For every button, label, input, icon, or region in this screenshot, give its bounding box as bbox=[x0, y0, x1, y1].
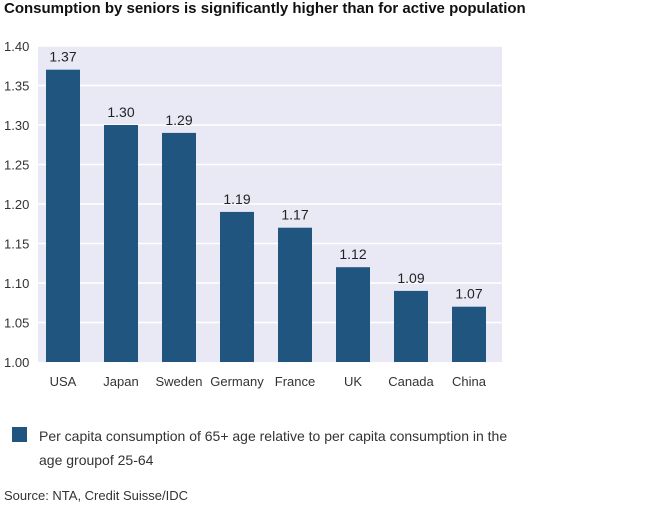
y-tick-label: 1.05 bbox=[4, 316, 29, 331]
value-label: 1.19 bbox=[223, 191, 250, 207]
value-label: 1.37 bbox=[49, 49, 76, 65]
value-label: 1.30 bbox=[107, 104, 134, 120]
x-tick-label: Canada bbox=[388, 374, 434, 389]
bar bbox=[46, 69, 80, 362]
bar bbox=[104, 125, 138, 362]
x-tick-label: UK bbox=[344, 374, 362, 389]
value-label: 1.09 bbox=[397, 270, 424, 286]
y-tick-label: 1.20 bbox=[4, 197, 29, 212]
legend: Per capita consumption of 65+ age relati… bbox=[12, 424, 512, 472]
value-label: 1.17 bbox=[281, 207, 308, 223]
value-label: 1.29 bbox=[165, 112, 192, 128]
x-tick-label: Japan bbox=[103, 374, 138, 389]
x-tick-label: USA bbox=[50, 374, 77, 389]
y-tick-label: 1.00 bbox=[4, 355, 29, 370]
chart-title: Consumption by seniors is significantly … bbox=[4, 0, 526, 17]
bar bbox=[162, 132, 196, 362]
x-tick-label: France bbox=[275, 374, 315, 389]
y-tick-label: 1.10 bbox=[4, 276, 29, 291]
value-label: 1.12 bbox=[339, 246, 366, 262]
x-tick-label: China bbox=[452, 374, 487, 389]
y-tick-label: 1.15 bbox=[4, 237, 29, 252]
legend-swatch bbox=[12, 427, 27, 442]
x-tick-label: Germany bbox=[210, 374, 264, 389]
bar bbox=[336, 267, 370, 362]
bar bbox=[394, 290, 428, 362]
legend-label: Per capita consumption of 65+ age relati… bbox=[39, 428, 508, 468]
bar-chart: 1.00 1.05 1.10 1.15 1.20 1.25 1.30 1.35 1.40 1.37… bbox=[4, 39, 502, 389]
y-tick-label: 1.30 bbox=[4, 118, 29, 133]
bar bbox=[452, 306, 486, 362]
y-tick-label: 1.25 bbox=[4, 158, 29, 173]
x-tick-label: Sweden bbox=[156, 374, 203, 389]
y-tick-label: 1.35 bbox=[4, 79, 29, 94]
y-tick-label: 1.40 bbox=[4, 39, 29, 54]
bar bbox=[278, 227, 312, 362]
bar bbox=[220, 211, 254, 362]
value-label: 1.07 bbox=[455, 286, 482, 302]
source-note: Source: NTA, Credit Suisse/IDC bbox=[4, 488, 188, 503]
